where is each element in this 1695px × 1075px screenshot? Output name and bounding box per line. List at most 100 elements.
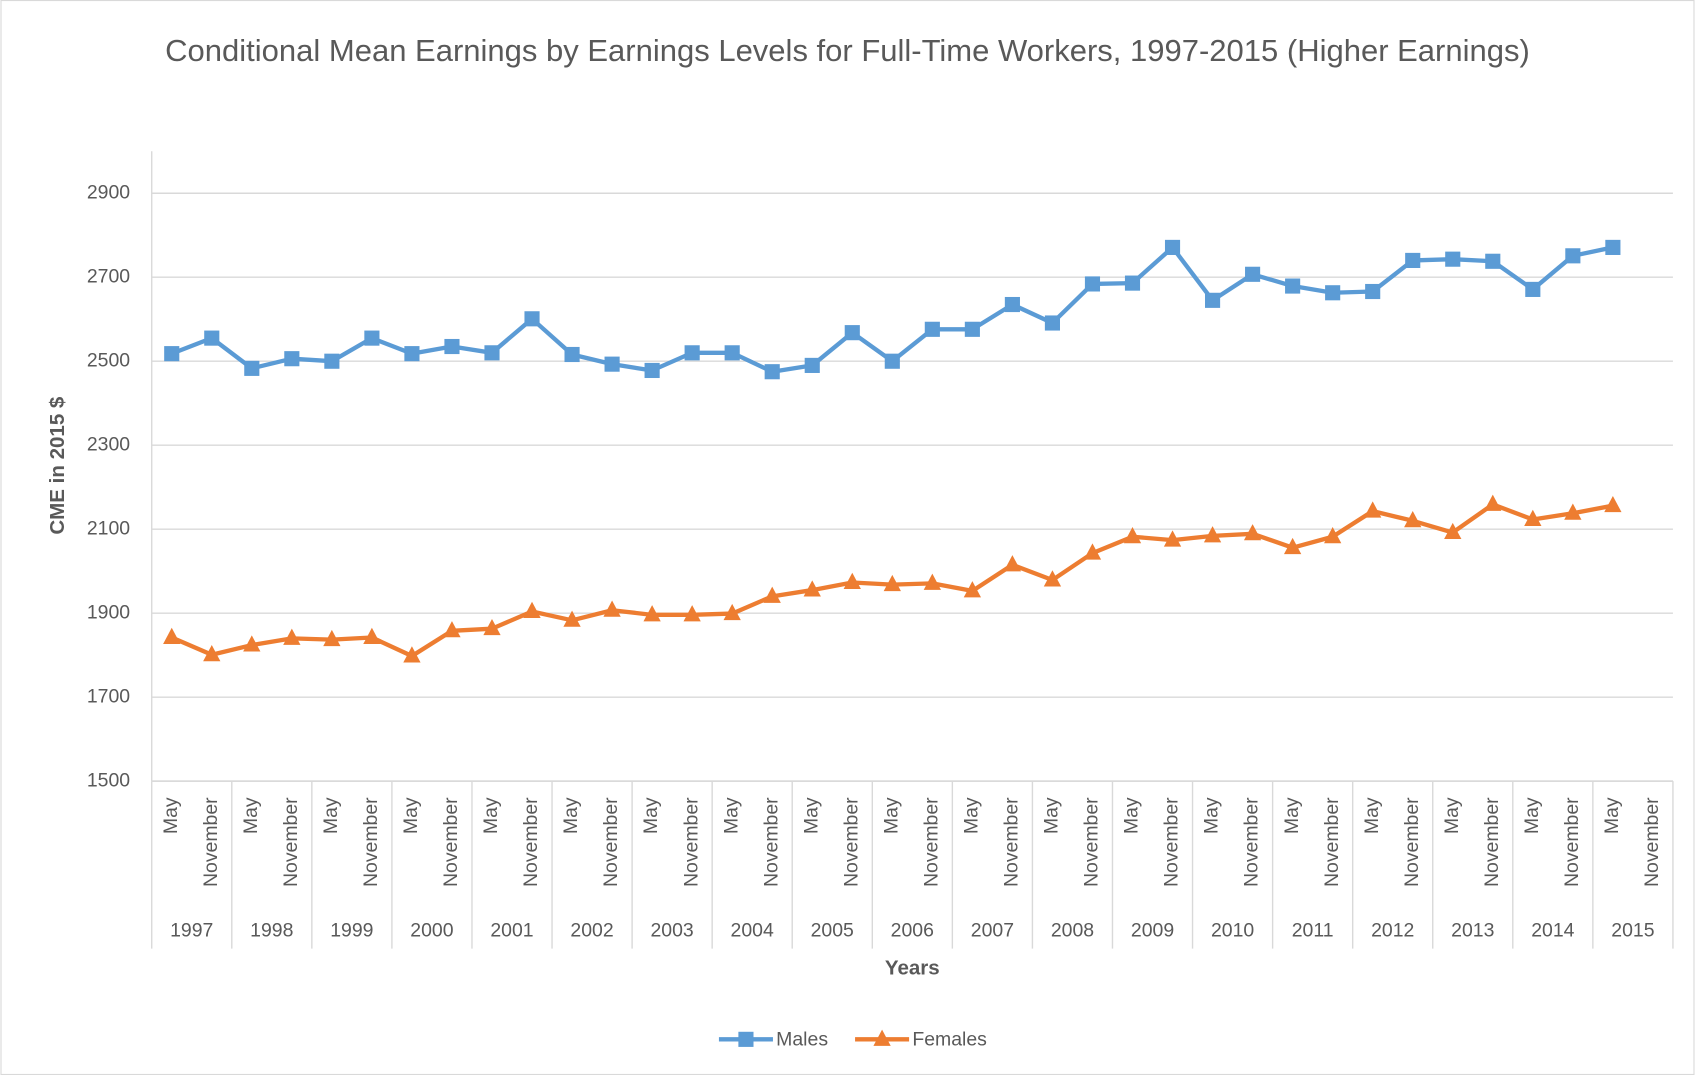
- marker: [444, 338, 460, 355]
- x-tick-label: November: [1561, 797, 1583, 887]
- marker: [364, 330, 380, 346]
- y-tick-label: 2500: [87, 349, 130, 371]
- marker: [1364, 501, 1382, 518]
- x-tick-label: November: [520, 797, 542, 887]
- x-tick-label: May: [961, 797, 983, 834]
- marker: [1243, 524, 1262, 541]
- legend-label: Males: [776, 1029, 828, 1051]
- x-group-label: 2011: [1292, 919, 1334, 941]
- y-tick-label: 1500: [87, 769, 130, 791]
- marker: [284, 351, 300, 367]
- marker: [873, 1029, 891, 1046]
- marker: [203, 645, 221, 662]
- marker: [164, 346, 180, 362]
- x-axis-label: Years: [885, 957, 940, 980]
- x-tick-label: November: [1641, 797, 1663, 887]
- x-group-label: 2014: [1531, 919, 1574, 941]
- x-tick-label: November: [760, 797, 782, 887]
- marker: [1084, 276, 1101, 292]
- marker: [1365, 283, 1381, 300]
- marker: [724, 345, 740, 361]
- x-tick-label: November: [440, 797, 462, 887]
- x-tick-label: May: [160, 797, 182, 834]
- marker: [1245, 266, 1261, 282]
- marker: [738, 1031, 754, 1047]
- y-axis-label: CME in 2015 $: [46, 396, 69, 535]
- x-tick-label: May: [480, 797, 502, 834]
- marker: [963, 581, 982, 598]
- x-group-label: 2001: [490, 919, 533, 941]
- x-group-label: 2009: [1131, 919, 1174, 941]
- x-tick-label: November: [280, 797, 302, 887]
- marker: [1445, 251, 1461, 267]
- marker: [483, 618, 501, 636]
- marker: [643, 605, 661, 622]
- legend-label: Females: [912, 1029, 987, 1051]
- y-tick-label: 2300: [87, 433, 130, 455]
- x-tick-label: May: [1121, 797, 1143, 834]
- marker: [923, 573, 941, 590]
- x-group-label: 2015: [1611, 919, 1654, 941]
- marker: [563, 610, 581, 627]
- marker: [404, 346, 420, 362]
- marker: [1004, 296, 1020, 313]
- marker: [1324, 527, 1342, 544]
- marker: [924, 321, 940, 337]
- x-tick-label: November: [920, 797, 942, 887]
- marker: [243, 635, 261, 652]
- marker: [1525, 281, 1541, 297]
- marker: [683, 605, 701, 622]
- marker: [723, 603, 741, 621]
- x-tick-label: November: [1241, 797, 1263, 887]
- x-tick-label: November: [1081, 797, 1103, 887]
- x-group-label: 2013: [1451, 919, 1494, 941]
- marker: [1564, 503, 1582, 520]
- y-tick-label: 2100: [87, 517, 130, 539]
- marker: [1043, 570, 1062, 587]
- marker: [324, 353, 340, 369]
- marker: [1524, 509, 1542, 527]
- marker: [1123, 527, 1142, 544]
- marker: [363, 627, 381, 645]
- marker: [1204, 292, 1221, 308]
- x-group-label: 2008: [1051, 919, 1094, 941]
- y-tick-label: 1700: [87, 685, 130, 707]
- x-tick-label: May: [1521, 797, 1543, 834]
- x-tick-label: May: [240, 797, 262, 834]
- x-group-label: 2004: [731, 919, 774, 941]
- marker: [1283, 537, 1302, 555]
- marker: [163, 627, 181, 645]
- marker: [1605, 239, 1621, 255]
- x-tick-label: May: [1041, 797, 1063, 834]
- x-tick-label: May: [1201, 797, 1223, 834]
- marker: [844, 325, 860, 341]
- x-tick-label: May: [1281, 797, 1303, 834]
- x-tick-label: November: [1161, 797, 1183, 887]
- x-tick-label: November: [680, 797, 702, 887]
- x-tick-label: May: [1601, 797, 1623, 834]
- x-group-label: 2006: [891, 919, 934, 941]
- x-group-label: 2007: [971, 919, 1014, 941]
- marker: [763, 586, 781, 603]
- x-tick-label: November: [1321, 797, 1343, 887]
- marker: [764, 364, 780, 380]
- marker: [1565, 248, 1581, 264]
- x-tick-label: November: [1401, 797, 1423, 887]
- x-tick-label: May: [320, 797, 342, 834]
- marker: [1203, 526, 1222, 543]
- marker: [443, 621, 461, 638]
- x-tick-label: November: [600, 797, 622, 887]
- x-tick-label: November: [360, 797, 382, 887]
- x-group-label: 2002: [570, 919, 613, 941]
- marker: [323, 629, 341, 647]
- marker: [283, 628, 301, 645]
- x-group-label: 2000: [410, 919, 453, 941]
- y-tick-label: 2900: [87, 181, 130, 203]
- x-group-label: 1998: [250, 919, 293, 941]
- x-tick-label: November: [200, 797, 222, 887]
- marker: [684, 345, 700, 361]
- x-tick-label: May: [720, 797, 742, 834]
- marker: [804, 357, 820, 373]
